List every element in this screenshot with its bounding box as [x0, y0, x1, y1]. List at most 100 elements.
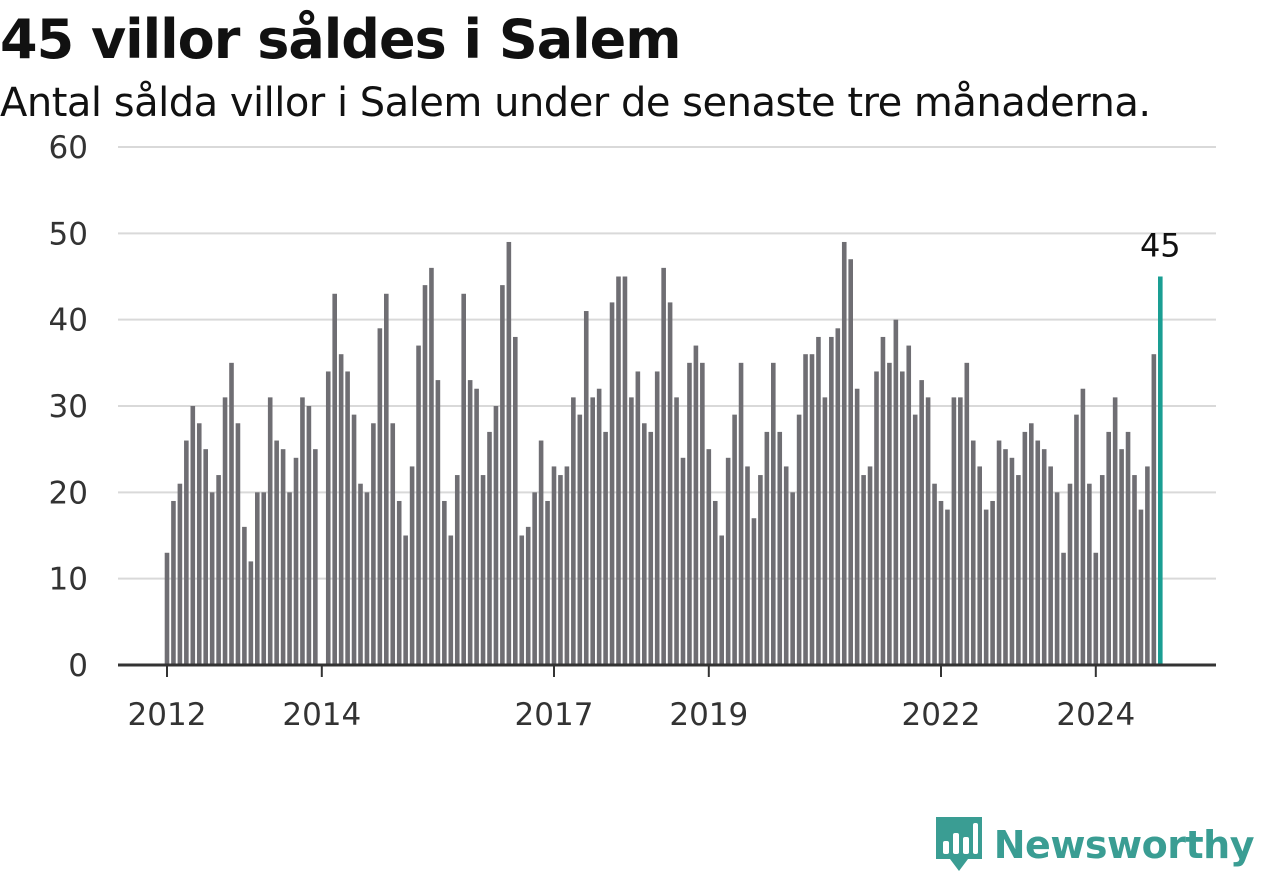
- bar: [300, 397, 305, 665]
- bar: [887, 362, 892, 665]
- bar: [977, 466, 982, 665]
- x-tick-label: 2014: [282, 697, 361, 733]
- bar: [654, 371, 660, 665]
- bar: [764, 431, 770, 665]
- bar: [958, 397, 963, 665]
- bar: [467, 380, 473, 665]
- bar: [184, 440, 189, 665]
- bar: [487, 431, 492, 665]
- bar: [351, 414, 357, 665]
- bar: [983, 509, 989, 665]
- bar: [725, 457, 731, 665]
- bar: [951, 397, 957, 665]
- bar: [874, 371, 879, 665]
- bar: [500, 285, 505, 665]
- bar: [661, 267, 666, 665]
- bar: [590, 397, 595, 665]
- bar: [854, 388, 860, 665]
- bar: [325, 371, 331, 665]
- bar: [267, 397, 273, 665]
- bar: [274, 440, 279, 665]
- bar: [603, 431, 608, 665]
- bar: [990, 500, 995, 665]
- bar: [525, 526, 531, 665]
- bar: [164, 552, 170, 665]
- bar: [1067, 483, 1073, 665]
- bar: [629, 397, 634, 665]
- bar: [474, 388, 479, 665]
- bar: [313, 449, 318, 665]
- bar: [506, 241, 512, 665]
- bar: [964, 362, 970, 665]
- newsworthy-logo: Newsworthy: [934, 815, 1255, 875]
- bar: [925, 397, 931, 665]
- bar: [287, 492, 292, 665]
- bar: [1132, 475, 1137, 665]
- bar: [803, 354, 808, 665]
- bar: [809, 354, 815, 665]
- bar: [1112, 397, 1118, 665]
- bar: [403, 535, 408, 665]
- bar: [377, 328, 383, 665]
- bar: [719, 535, 724, 665]
- bar: [609, 302, 615, 665]
- bar: [945, 509, 950, 665]
- bar: [171, 500, 176, 665]
- bar: [732, 414, 737, 665]
- bar: [693, 345, 699, 665]
- bar: [790, 492, 795, 665]
- bar: [551, 466, 557, 665]
- bar: [338, 354, 344, 665]
- bar: [1061, 552, 1066, 665]
- bar: [861, 475, 866, 665]
- bar: [345, 371, 350, 665]
- bar: [209, 492, 215, 665]
- bar: [1099, 475, 1105, 665]
- bar: [255, 492, 260, 665]
- bar: [919, 380, 924, 665]
- x-tick-label: 2022: [902, 697, 981, 733]
- y-tick-label: 20: [49, 475, 88, 511]
- bar: [816, 336, 821, 665]
- bar: [196, 423, 202, 665]
- bar: [835, 328, 841, 665]
- bar: [396, 500, 402, 665]
- bar: [1119, 449, 1124, 665]
- bar: [1003, 449, 1008, 665]
- bar: [545, 500, 550, 665]
- chart-title: 45 villor såldes i Salem: [0, 8, 682, 71]
- bar: [783, 466, 789, 665]
- bar: [416, 345, 421, 665]
- bar: [364, 492, 370, 665]
- bar: [1035, 440, 1041, 665]
- bar: [822, 397, 828, 665]
- bar: [932, 483, 937, 665]
- bar-highlight: [1158, 276, 1163, 665]
- bar: [358, 483, 363, 665]
- bar: [235, 423, 241, 665]
- bar: [571, 397, 576, 665]
- bar: [229, 362, 234, 665]
- bar: [1054, 492, 1060, 665]
- bar: [293, 457, 299, 665]
- bar: [448, 535, 454, 665]
- bar: [1151, 354, 1157, 665]
- bar: [758, 475, 763, 665]
- bar: [216, 475, 221, 665]
- bar: [280, 449, 286, 665]
- x-tick-label: 2012: [128, 697, 207, 733]
- bar: [700, 362, 705, 665]
- bar: [738, 362, 744, 665]
- y-axis-ticks: 0 10 20 30 40 50 60: [49, 130, 88, 684]
- bar: [532, 492, 537, 665]
- bar: [680, 457, 686, 665]
- bar: [1080, 388, 1086, 665]
- bar: [222, 397, 228, 665]
- bar: [203, 449, 208, 665]
- bar: [1016, 475, 1021, 665]
- bar: [177, 483, 183, 665]
- bar: [635, 371, 641, 665]
- bar: [442, 500, 447, 665]
- x-tick-label: 2019: [669, 697, 748, 733]
- y-tick-label: 0: [68, 648, 88, 684]
